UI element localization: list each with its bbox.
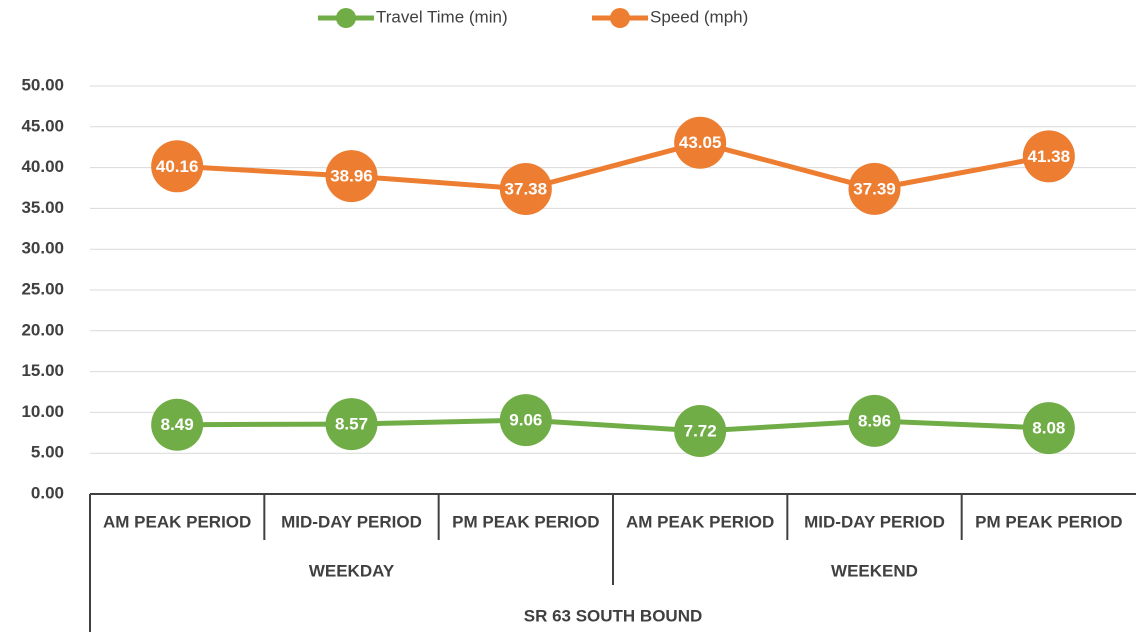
data-point	[151, 140, 204, 193]
series-line	[177, 140, 1050, 192]
x-tick-label: AM PEAK PERIOD	[626, 512, 774, 531]
y-tick-label: 45.00	[21, 116, 64, 135]
data-label: 9.06	[509, 411, 542, 430]
data-point	[1022, 130, 1075, 183]
data-label: 8.96	[858, 411, 891, 430]
x-tick-label: PM PEAK PERIOD	[975, 512, 1122, 531]
x-tick-label: MID-DAY PERIOD	[804, 512, 945, 531]
data-label: 41.38	[1028, 147, 1071, 166]
data-point	[499, 162, 552, 215]
data-point	[151, 398, 204, 451]
legend-label: Speed (mph)	[650, 7, 748, 26]
data-label: 8.57	[335, 415, 368, 434]
data-point	[674, 116, 727, 169]
y-tick-label: 0.00	[31, 483, 64, 502]
legend-marker	[336, 8, 356, 28]
group-label: WEEKDAY	[309, 561, 395, 580]
data-point	[1022, 402, 1075, 455]
super-label: SR 63 SOUTH BOUND	[524, 606, 703, 625]
y-tick-label: 30.00	[21, 239, 64, 258]
x-tick-label: PM PEAK PERIOD	[452, 512, 599, 531]
data-label: 37.38	[505, 179, 548, 198]
data-label: 37.39	[853, 179, 896, 198]
y-tick-label: 25.00	[21, 279, 64, 298]
y-tick-label: 40.00	[21, 157, 64, 176]
data-point	[674, 405, 727, 458]
data-label: 38.96	[330, 167, 373, 186]
y-tick-label: 10.00	[21, 402, 64, 421]
data-point	[325, 398, 378, 451]
y-tick-label: 35.00	[21, 198, 64, 217]
y-tick-label: 20.00	[21, 320, 64, 339]
y-tick-label: 5.00	[31, 443, 64, 462]
data-label: 7.72	[684, 421, 717, 440]
data-label: 8.08	[1032, 419, 1065, 438]
data-point	[499, 394, 552, 447]
legend-marker	[610, 8, 630, 28]
data-point	[325, 150, 378, 203]
series-line	[177, 417, 1049, 434]
data-label: 40.16	[156, 157, 199, 176]
x-tick-label: AM PEAK PERIOD	[103, 512, 251, 531]
data-point	[848, 394, 901, 447]
x-tick-label: MID-DAY PERIOD	[281, 512, 422, 531]
y-tick-label: 15.00	[21, 361, 64, 380]
y-tick-label: 50.00	[21, 75, 64, 94]
data-point	[848, 162, 901, 215]
data-label: 43.05	[679, 133, 722, 152]
legend-label: Travel Time (min)	[376, 7, 508, 26]
group-label: WEEKEND	[831, 561, 918, 580]
data-label: 8.49	[161, 415, 194, 434]
